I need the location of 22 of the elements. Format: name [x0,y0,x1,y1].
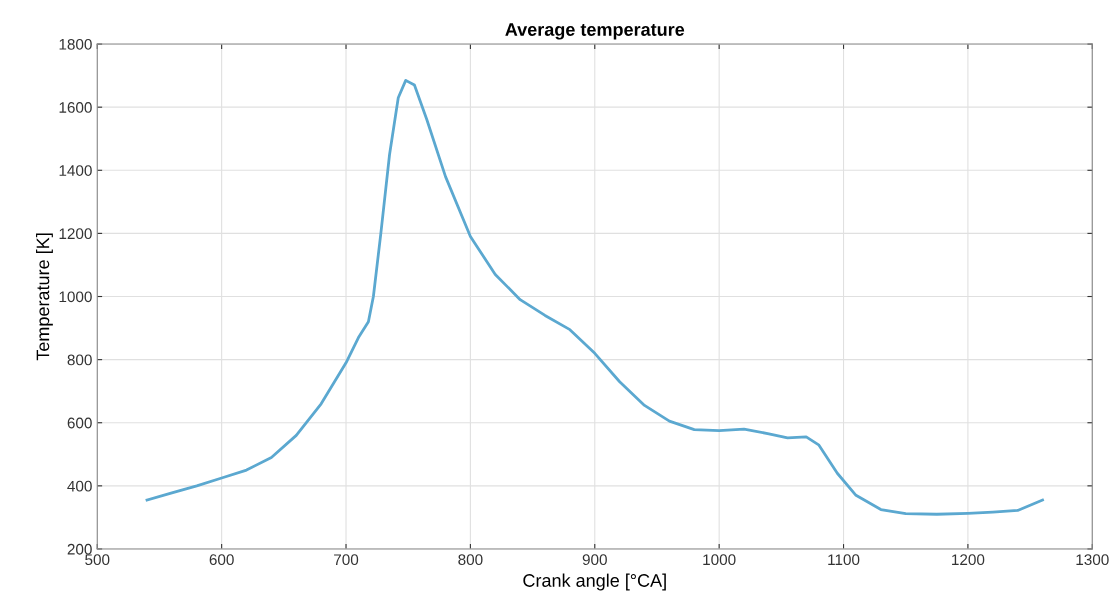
y-tick-label: 1200 [59,228,92,240]
y-tick-label: 1000 [59,291,92,303]
y-tick-label: 400 [67,480,92,492]
y-axis-title: Temperature [K] [36,233,53,361]
x-tick-label: 700 [334,554,359,566]
x-axis-title: Crank angle [°CA] [523,573,666,591]
y-tick-label: 200 [67,543,92,555]
line-series [145,78,1044,516]
x-tick-label: 1000 [703,554,736,566]
chart-title: Average temperature [505,23,685,40]
x-tick-label: 1200 [952,554,985,566]
x-tick-label: 900 [582,554,607,566]
y-tick-label: 1600 [59,102,92,113]
x-tick-label: 500 [85,554,110,566]
y-tick-label: 1800 [59,38,92,50]
y-tick-label: 1400 [59,165,92,176]
y-tick-label: 800 [67,354,92,366]
x-tick-label: 1300 [1076,554,1109,566]
x-tick-label: 800 [458,554,483,566]
x-tick-label: 1100 [828,554,860,566]
y-tick-label: 600 [67,417,92,429]
x-tick-label: 600 [209,554,234,566]
